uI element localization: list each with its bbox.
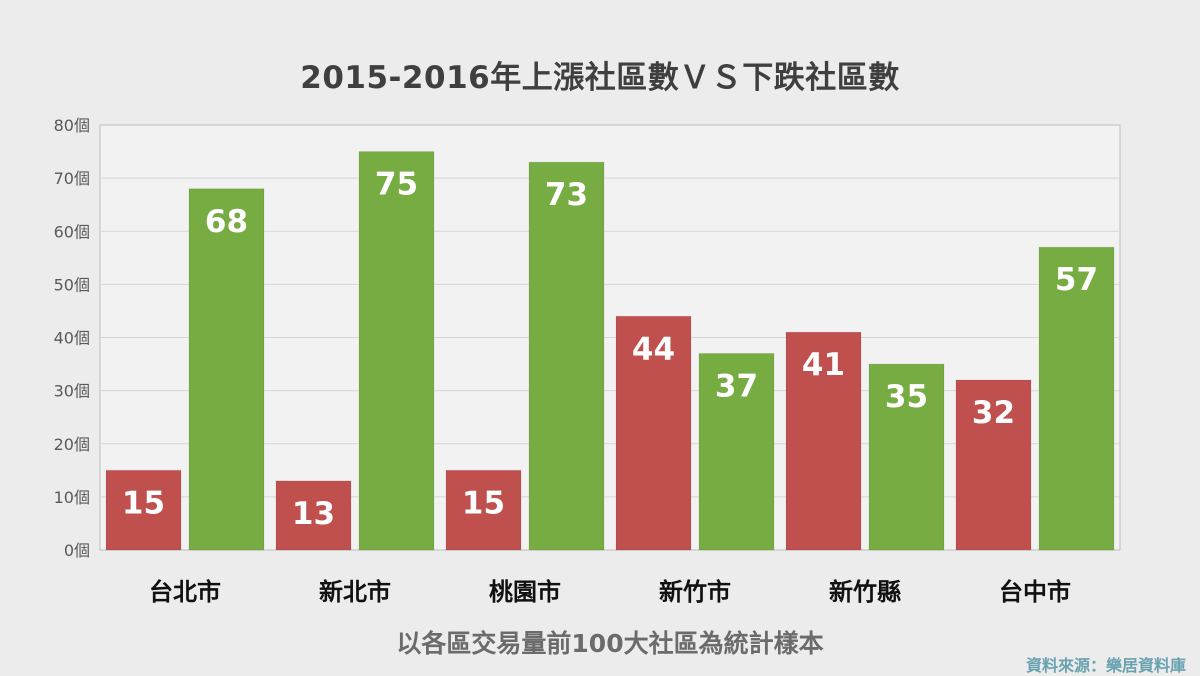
x-tick-label: 桃園市 xyxy=(489,578,561,606)
data-label: 44 xyxy=(632,331,675,367)
x-tick-label: 新竹縣 xyxy=(829,578,901,606)
y-tick-label: 80個 xyxy=(54,116,90,135)
x-tick-label: 台中市 xyxy=(999,578,1071,606)
x-tick-label: 新竹市 xyxy=(659,578,731,606)
bar xyxy=(275,480,352,551)
y-tick-label: 0個 xyxy=(64,541,90,560)
bar xyxy=(785,331,862,551)
data-source-note: 資料來源：樂居資料庫 xyxy=(1025,656,1186,675)
data-label: 37 xyxy=(715,368,758,404)
y-tick-label: 70個 xyxy=(54,169,90,188)
bar xyxy=(615,315,692,551)
bar xyxy=(1038,246,1115,551)
x-tick-label: 台北市 xyxy=(149,578,221,606)
data-label: 57 xyxy=(1055,262,1098,298)
y-tick-label: 60個 xyxy=(54,222,90,241)
data-label: 15 xyxy=(462,485,505,521)
bar xyxy=(955,379,1032,551)
y-tick-label: 30個 xyxy=(54,382,90,401)
bar xyxy=(868,363,945,551)
bar xyxy=(188,188,265,551)
data-label: 15 xyxy=(122,485,165,521)
chart-subtitle: 以各區交易量前100大社區為統計樣本 xyxy=(396,629,824,658)
y-tick-label: 50個 xyxy=(54,275,90,294)
bar xyxy=(445,469,522,551)
bar xyxy=(698,352,775,551)
data-label: 75 xyxy=(375,167,418,203)
data-label: 68 xyxy=(205,204,248,240)
bar xyxy=(358,151,435,551)
data-label: 32 xyxy=(972,395,1015,431)
x-tick-label: 新北市 xyxy=(319,578,391,606)
data-label: 41 xyxy=(802,347,845,383)
chart-title: 2015-2016年上漲社區數ＶＳ下跌社區數 xyxy=(300,60,900,96)
y-tick-label: 10個 xyxy=(54,488,90,507)
data-label: 73 xyxy=(545,177,588,213)
data-label: 13 xyxy=(292,496,335,532)
y-tick-label: 20個 xyxy=(54,435,90,454)
data-label: 35 xyxy=(885,379,928,415)
bar xyxy=(105,469,182,551)
y-tick-label: 40個 xyxy=(54,329,90,348)
bar xyxy=(528,161,605,551)
